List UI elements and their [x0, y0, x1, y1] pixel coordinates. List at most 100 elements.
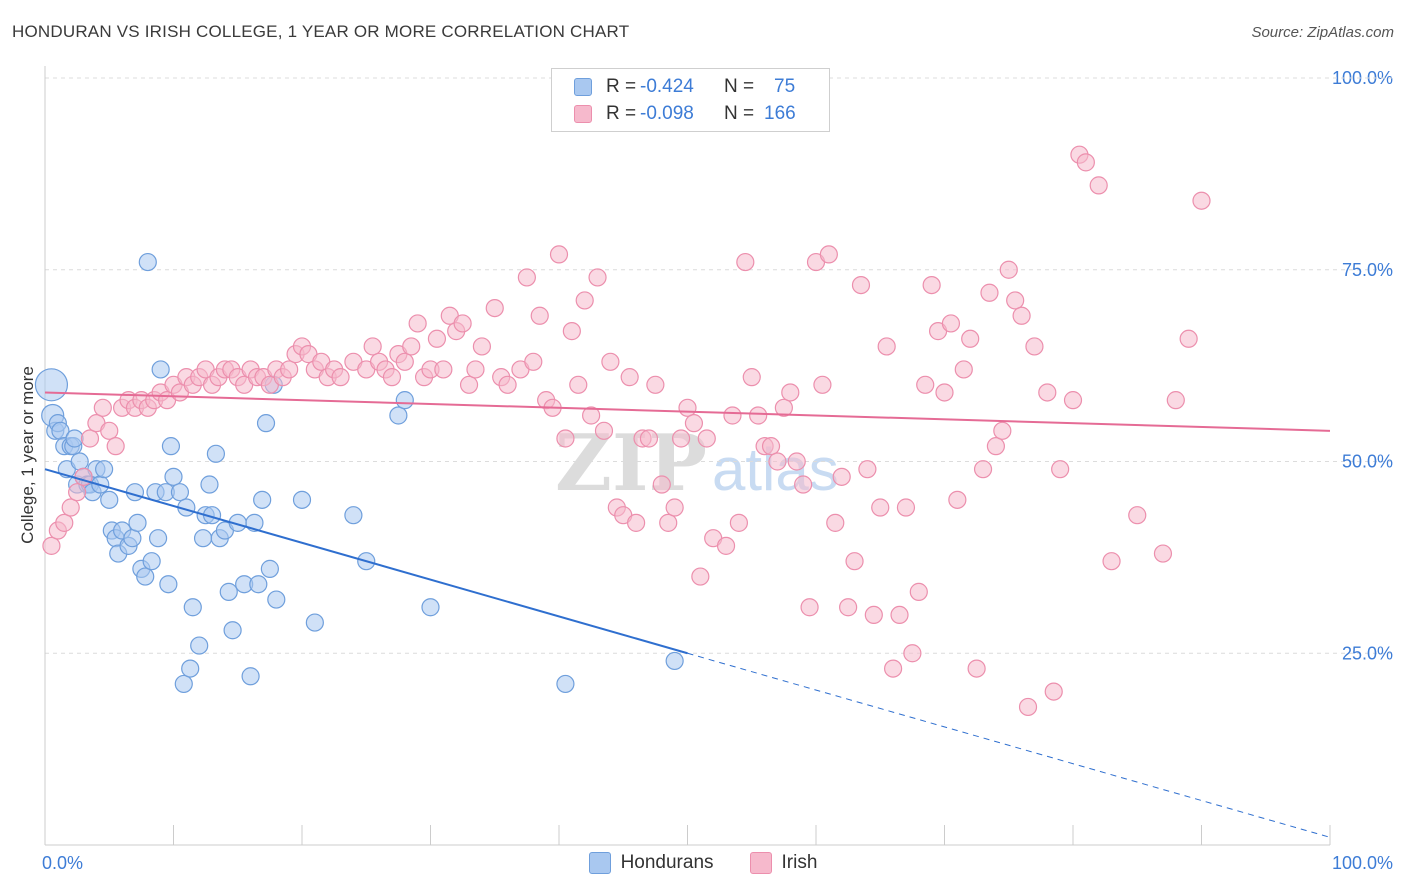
correlation-legend: R = -0.424 N = 75 R = -0.098 N = 166 [551, 68, 830, 132]
irish-point [851, 275, 871, 295]
hondurans-trend-line [44, 468, 688, 655]
irish-point [832, 467, 851, 486]
r-label: R = [606, 103, 637, 124]
irish-trend-line [44, 391, 1331, 432]
source-credit: Source: ZipAtlas.com [1251, 24, 1394, 41]
n-label: N = [724, 76, 755, 97]
irish-legend-label: Irish [781, 852, 818, 873]
irish-swatch [574, 105, 592, 123]
irish-point [601, 352, 620, 371]
honduran-point [125, 483, 145, 502]
honduran-point [100, 490, 119, 509]
irish-point [395, 352, 414, 371]
irish-point [800, 598, 819, 617]
irish-point [961, 329, 980, 348]
honduran-point [34, 368, 69, 402]
irish-point [1006, 291, 1025, 310]
irish-point [794, 475, 813, 494]
honduran-point [164, 467, 183, 486]
chart-title: HONDURAN VS IRISH COLLEGE, 1 YEAR OR MOR… [12, 22, 630, 41]
irish-point [665, 498, 684, 517]
hondurans-swatch [574, 78, 592, 96]
irish-point [434, 360, 453, 379]
irish-point [331, 368, 350, 387]
irish-point [922, 275, 941, 295]
honduran-point [241, 667, 260, 686]
honduran-point [256, 414, 276, 433]
irish-point [93, 398, 112, 417]
irish-point [903, 644, 922, 663]
irish-point [980, 283, 999, 302]
irish-point [813, 375, 832, 394]
irish-point [280, 360, 299, 379]
honduran-point [223, 621, 242, 640]
irish-point [1153, 544, 1173, 563]
irish-point [678, 398, 697, 417]
irish-point [890, 605, 909, 625]
irish-point [826, 513, 845, 532]
honduran-point [181, 659, 200, 678]
irish-point [948, 490, 967, 509]
honduran-point [219, 582, 238, 601]
irish-point [967, 659, 986, 678]
irish-point [100, 421, 119, 440]
irish-point [1051, 460, 1070, 479]
honduran-point [148, 529, 168, 548]
irish-point [1089, 176, 1108, 195]
irish-point [659, 513, 678, 532]
y-tick-label: 25.0% [1342, 643, 1393, 663]
honduran-point [344, 506, 363, 525]
irish-point [749, 406, 768, 425]
irish-point [781, 383, 800, 402]
irish-point [382, 368, 402, 387]
honduran-point [389, 406, 408, 425]
irish-point [549, 245, 569, 264]
irish-point [1025, 337, 1044, 356]
irish-point [646, 375, 665, 394]
honduran-point [267, 590, 286, 609]
points-group [34, 145, 1211, 717]
irish-point [671, 429, 691, 448]
hondurans-legend-label: Hondurans [620, 852, 714, 873]
honduran-point [395, 391, 414, 410]
irish-point [1038, 383, 1057, 402]
irish-point [620, 368, 639, 387]
irish-point [916, 375, 935, 394]
hondurans-legend-swatch [588, 852, 611, 874]
irish-n-value: 166 [764, 103, 796, 124]
honduran-point [665, 651, 684, 671]
honduran-point [161, 437, 181, 456]
hondurans-trend-extension [687, 652, 1331, 838]
x-tick-label: 0.0% [42, 853, 83, 873]
irish-point [106, 437, 125, 456]
irish-point [498, 375, 517, 394]
legend-item-irish[interactable]: Irish [749, 852, 818, 874]
irish-point [896, 498, 916, 517]
irish-point [639, 429, 659, 448]
irish-point [453, 314, 472, 333]
legend-item-hondurans[interactable]: Hondurans [588, 852, 714, 874]
irish-point [1179, 329, 1198, 348]
irish-point [582, 406, 601, 425]
irish-point [562, 322, 581, 341]
honduran-point [159, 575, 178, 594]
irish-point [845, 552, 864, 571]
irish-point [858, 460, 877, 479]
irish-point [684, 414, 704, 433]
irish-point [80, 429, 100, 448]
irish-point [68, 483, 87, 502]
y-tick-label: 100.0% [1332, 68, 1393, 88]
irish-point [594, 421, 614, 440]
honduran-point [138, 252, 157, 272]
y-tick-label: 50.0% [1342, 452, 1393, 472]
irish-point [819, 245, 838, 264]
hondurans-n-value: 75 [774, 76, 796, 97]
irish-point [517, 268, 536, 287]
irish-point [697, 429, 716, 448]
irish-point [973, 460, 993, 479]
irish-point [774, 398, 793, 417]
honduran-point [95, 460, 114, 479]
irish-point [363, 337, 382, 356]
irish-point [459, 375, 479, 394]
irish-point [1063, 391, 1083, 410]
